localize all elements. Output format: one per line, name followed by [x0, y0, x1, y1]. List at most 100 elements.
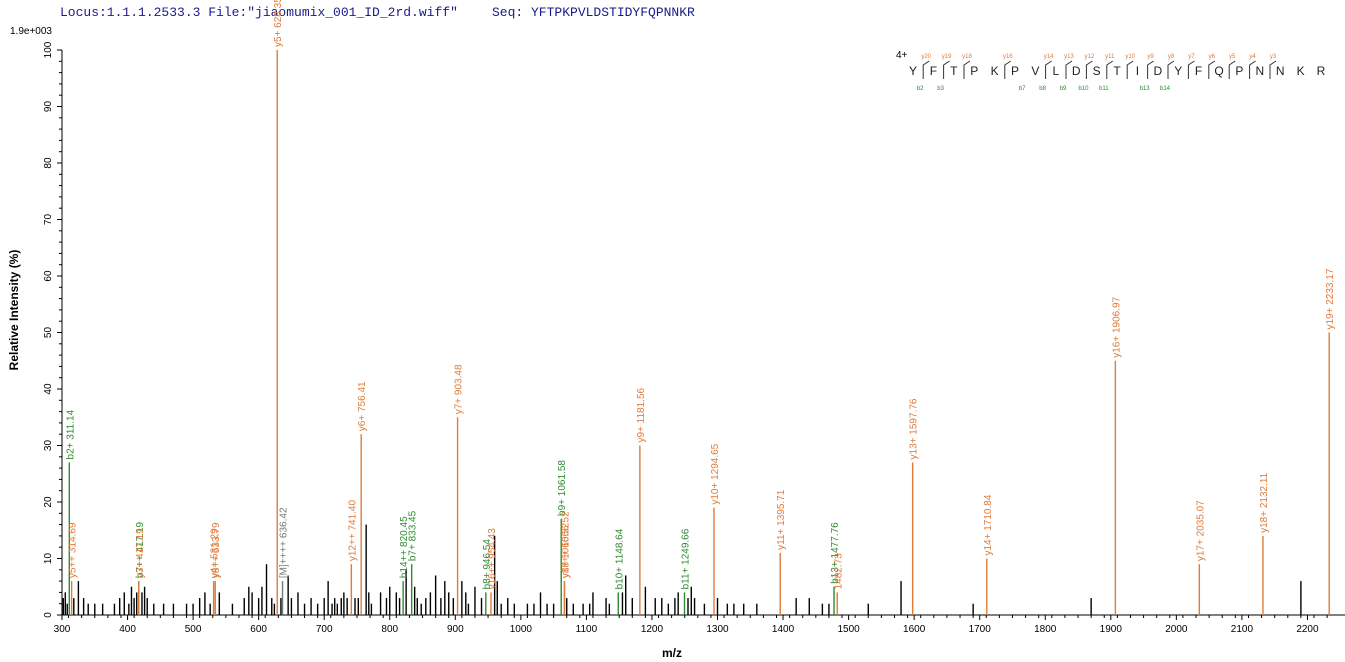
- y-ion-bracket: [1208, 60, 1216, 79]
- residue: Y: [1174, 64, 1182, 78]
- peak-label: b7++ 417.19: [135, 521, 146, 578]
- x-tick-label: 1600: [903, 624, 926, 635]
- y-ion-bracket: [963, 60, 971, 79]
- peak-label: b11+ 1249.66: [681, 528, 692, 589]
- peak-label: b8+ 946.54: [482, 539, 493, 590]
- peak-label: y6+ 756.41: [357, 381, 368, 431]
- y-ion-bracket: [922, 60, 930, 79]
- y-ion-label: y5: [1229, 54, 1236, 60]
- x-tick-label: 1800: [1034, 624, 1057, 635]
- peak-label: [M]++++ 636.42: [279, 507, 290, 578]
- y-ion-bracket: [943, 60, 950, 79]
- peak-label: b2+ 311.14: [65, 409, 76, 459]
- y-tick-label: 80: [43, 157, 54, 169]
- x-tick-label: 700: [316, 624, 333, 635]
- residue: Q: [1214, 64, 1223, 78]
- residue: I: [1136, 64, 1139, 78]
- y-tick-label: 70: [43, 214, 54, 226]
- y-ion-label: y4: [1249, 54, 1256, 60]
- x-axis-label: m/z: [662, 646, 682, 660]
- residue: S: [1093, 64, 1101, 78]
- x-tick-label: 1300: [706, 624, 729, 635]
- b-ion-label: b8: [1039, 86, 1046, 92]
- x-tick-label: 1700: [969, 624, 992, 635]
- y-tick-label: 60: [43, 270, 54, 282]
- peak-label: b10+ 1148.64: [614, 528, 625, 589]
- y-ion-label: y16: [1003, 54, 1013, 60]
- y-ion-label: y3: [1270, 54, 1277, 60]
- residue: T: [1113, 64, 1121, 78]
- peak-label: b14++ 820.45: [399, 516, 410, 578]
- peak-label: y10+ 1294.65: [710, 443, 721, 504]
- y-ion-bracket: [1106, 60, 1114, 79]
- peak-label: y17+ 2035.07: [1195, 500, 1206, 561]
- y-ion-bracket: [1269, 60, 1277, 79]
- peak-label: y18++ 1066.52: [560, 511, 571, 578]
- residue: D: [1153, 64, 1162, 78]
- y-ion-label: y7: [1188, 54, 1195, 60]
- y-ion-label: y10: [1125, 54, 1135, 60]
- x-tick-label: 1100: [576, 624, 598, 635]
- y-tick-label: 30: [43, 440, 54, 452]
- peak-label: y3+ 417.19: [135, 528, 146, 578]
- peak-label: y11+ 1395.71: [776, 489, 787, 550]
- residue: N: [1276, 64, 1285, 78]
- charge-label: 4+: [896, 50, 908, 61]
- peak-label: y14+ 1710.84: [983, 494, 994, 555]
- y-ion-bracket: [1085, 60, 1093, 79]
- y-tick-label: 0: [43, 612, 54, 618]
- x-tick-label: 500: [185, 624, 202, 635]
- b-ion-label: b2: [917, 86, 924, 92]
- residue: P: [1011, 64, 1019, 78]
- y-ion-bracket: [1249, 60, 1256, 79]
- b-ion-label: b7: [1019, 86, 1026, 92]
- residue: F: [1195, 64, 1202, 78]
- axes: 300 400 500 600 700 800 900 1000 1100 1200 1300 140…: [43, 41, 1345, 635]
- residue: D: [1072, 64, 1081, 78]
- residue: L: [1052, 64, 1059, 78]
- residue: P: [970, 64, 978, 78]
- peak-label: y5++ 314.69: [68, 522, 79, 578]
- x-tick-label: 900: [447, 624, 464, 635]
- locus-header: Locus:1.1.1.2533.3 File:"jiaomumix_001_I…: [60, 5, 458, 20]
- y-ion-label: y19: [942, 54, 952, 60]
- y-ion-label: y20: [921, 54, 931, 60]
- peak-label: y13+ 1597.76: [909, 398, 920, 459]
- y-ion-bracket: [1004, 60, 1012, 79]
- y-ion-bracket: [1126, 60, 1134, 79]
- y-ion-label: y11: [1105, 54, 1115, 60]
- b-ion-label: b13: [1140, 86, 1151, 92]
- x-tick-label: 2200: [1296, 624, 1319, 635]
- y-ion-bracket: [1045, 60, 1052, 79]
- sequence-header: Seq: YFTPKPVLDSTIDYFQPNNKR: [492, 5, 695, 20]
- x-tick-label: 300: [54, 624, 71, 635]
- y-axis-label: Relative Intensity (%): [7, 250, 21, 371]
- x-tick-label: 600: [250, 624, 267, 635]
- residue: P: [1235, 64, 1243, 78]
- residue: R: [1317, 64, 1326, 78]
- residue: V: [1031, 64, 1039, 78]
- y-ion-label: y14: [1044, 54, 1054, 60]
- peak-label: y8++ 533.79: [211, 522, 222, 578]
- peak-label: y16+ 1906.97: [1111, 296, 1122, 357]
- x-tick-label: 1400: [772, 624, 795, 635]
- peak-label: b9+ 1061.58: [557, 460, 568, 516]
- y-tick-label: 20: [43, 496, 54, 508]
- peak-label: b13+ 1477.76: [830, 522, 841, 584]
- x-tick-label: 2100: [1231, 624, 1254, 635]
- residue: K: [1297, 64, 1305, 78]
- x-tick-label: 1900: [1100, 624, 1123, 635]
- x-tick-label: 1500: [837, 624, 860, 635]
- y-ion-bracket: [1187, 60, 1195, 79]
- y-ion-label: y6: [1209, 54, 1216, 60]
- x-tick-label: 400: [119, 624, 136, 635]
- y-ion-bracket: [1167, 60, 1175, 79]
- y-ion-bracket: [1065, 60, 1073, 79]
- peak-label: 1482.73: [833, 553, 844, 590]
- y-ion-label: y13: [1064, 54, 1074, 60]
- peak-label: y9+ 1181.56: [636, 387, 647, 442]
- residue: K: [991, 64, 999, 78]
